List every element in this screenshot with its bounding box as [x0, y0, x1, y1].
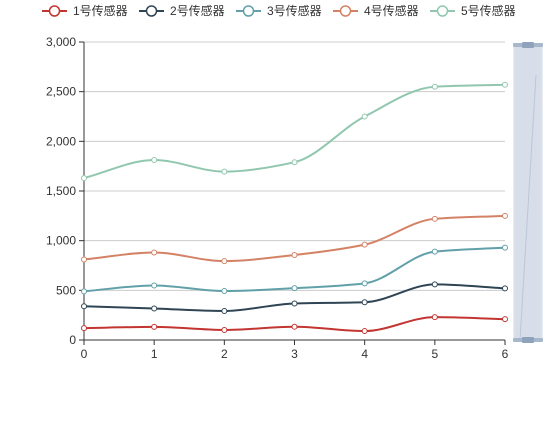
data-point[interactable]: [361, 280, 368, 287]
zoom-grip-icon[interactable]: [522, 42, 534, 48]
series-4: [81, 212, 508, 265]
data-point[interactable]: [502, 81, 508, 88]
zoom-selected-range[interactable]: [515, 45, 541, 340]
data-point[interactable]: [361, 113, 368, 120]
x-tick-label: 4: [361, 347, 368, 361]
data-point[interactable]: [431, 248, 438, 255]
series-3: [81, 244, 508, 295]
y-tick-label: 1,000: [46, 234, 76, 248]
zoom-preview-line: [519, 74, 537, 341]
legend-item-3[interactable]: 3号传感器: [236, 3, 322, 18]
x-tick-label: 5: [431, 347, 438, 361]
data-point[interactable]: [361, 241, 368, 248]
data-point[interactable]: [502, 212, 508, 219]
x-tick-label: 2: [221, 347, 228, 361]
data-point[interactable]: [291, 323, 298, 330]
data-point[interactable]: [151, 323, 158, 330]
zoom-handle-top[interactable]: [513, 42, 543, 48]
data-point[interactable]: [221, 326, 228, 333]
zoom-grip-icon[interactable]: [522, 337, 534, 343]
y-tick-label: 3,000: [46, 35, 76, 49]
data-point[interactable]: [221, 258, 228, 265]
data-point[interactable]: [221, 307, 228, 314]
legend-label: 2号传感器: [170, 3, 225, 18]
data-point[interactable]: [361, 299, 368, 306]
data-point[interactable]: [431, 83, 438, 90]
legend-marker-icon: [242, 5, 255, 17]
data-point[interactable]: [502, 285, 508, 292]
data-point[interactable]: [151, 305, 158, 312]
data-point[interactable]: [151, 249, 158, 256]
series-layer: [81, 81, 508, 335]
data-point[interactable]: [291, 159, 298, 166]
series-2: [81, 281, 508, 314]
legend-marker-icon: [48, 5, 61, 17]
data-point[interactable]: [291, 251, 298, 258]
data-point[interactable]: [81, 325, 87, 332]
series-1: [81, 314, 508, 335]
legend-label: 1号传感器: [73, 3, 128, 18]
zoom-handle-bottom[interactable]: [513, 337, 543, 343]
y-tick-label: 1,500: [46, 184, 76, 198]
data-point[interactable]: [81, 175, 87, 182]
data-point[interactable]: [151, 157, 158, 164]
data-point[interactable]: [151, 282, 158, 289]
data-point[interactable]: [431, 215, 438, 222]
data-point[interactable]: [291, 285, 298, 292]
y-tick-label: 2,000: [46, 134, 76, 148]
legend-item-4[interactable]: 4号传感器: [333, 3, 419, 18]
data-point[interactable]: [221, 288, 228, 295]
data-point[interactable]: [221, 168, 228, 175]
data-point[interactable]: [291, 300, 298, 307]
x-tick-label: 1: [151, 347, 158, 361]
legend-marker-icon: [145, 5, 158, 17]
x-tick-label: 3: [291, 347, 298, 361]
x-tick-label: 0: [81, 347, 88, 361]
legend-item-2[interactable]: 2号传感器: [139, 3, 225, 18]
data-zoom-slider[interactable]: [513, 42, 543, 343]
data-point[interactable]: [361, 328, 368, 335]
data-point[interactable]: [431, 281, 438, 288]
data-point[interactable]: [502, 244, 508, 251]
data-point[interactable]: [81, 256, 87, 263]
legend-marker-icon: [339, 5, 352, 17]
legend-label: 4号传感器: [364, 3, 419, 18]
data-point[interactable]: [81, 288, 87, 295]
series-5: [81, 81, 508, 182]
y-tick-label: 2,500: [46, 85, 76, 99]
x-tick-label: 6: [502, 347, 509, 361]
legend-label: 3号传感器: [267, 3, 322, 18]
y-tick-label: 500: [56, 283, 76, 297]
legend-item-1[interactable]: 1号传感器: [42, 3, 128, 18]
y-tick-label: 0: [69, 333, 76, 347]
axes: 0 500 1,000 1,500 2,000 2,500 3,000 0 1 2 3 4 5 6: [46, 35, 509, 361]
data-point[interactable]: [81, 303, 87, 310]
legend: 1号传感器 2号传感器 3号传感器 4号传感器 5号传感器: [42, 3, 516, 18]
legend-marker-icon: [436, 5, 449, 17]
data-point[interactable]: [431, 314, 438, 321]
data-point[interactable]: [502, 316, 508, 323]
legend-item-5[interactable]: 5号传感器: [430, 3, 516, 18]
legend-label: 5号传感器: [461, 3, 516, 18]
